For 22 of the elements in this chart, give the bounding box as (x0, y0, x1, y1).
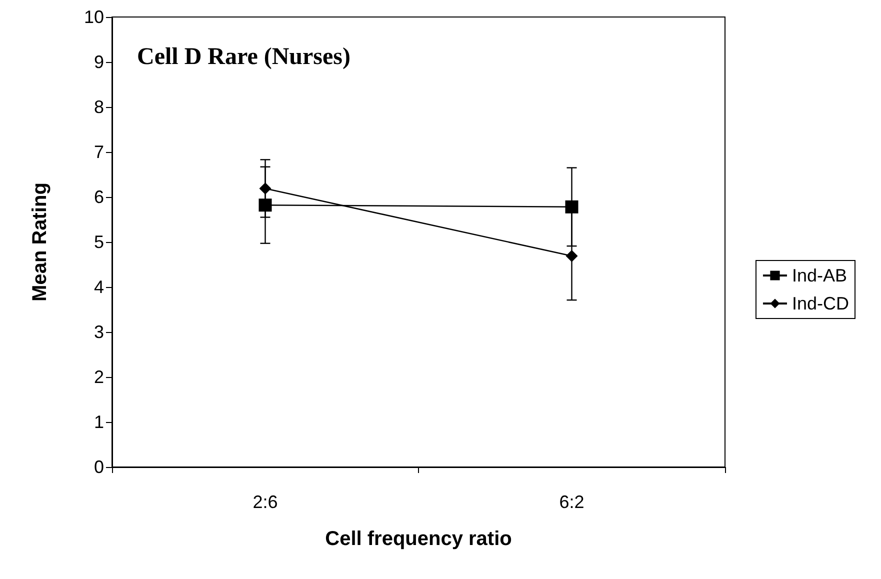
y-tick-label: 7 (94, 142, 104, 162)
text: Cell D Rare (Nurses) (137, 44, 351, 70)
x-axis-title: Cell frequency ratio (325, 528, 512, 550)
x-tick-label: 2:6 (252, 492, 278, 512)
x-tick-label: 6:2 (559, 492, 584, 512)
point (258, 198, 272, 212)
y-tick-label: 8 (94, 97, 104, 117)
y-tick-label: 3 (94, 322, 104, 342)
y-tick-label: 4 (94, 277, 104, 297)
y-tick-label: 6 (94, 187, 104, 207)
y-tick-label: 10 (84, 7, 104, 27)
y-tick-label: 0 (94, 457, 104, 477)
y-tick-label: 1 (94, 412, 104, 432)
y-tick-label: 2 (94, 367, 104, 387)
legend-label: Ind-CD (792, 294, 849, 314)
y-tick-label: 5 (94, 232, 104, 252)
legend-label: Ind-AB (792, 266, 848, 286)
y-tick-label: 9 (94, 52, 104, 72)
point (566, 250, 578, 262)
y-axis-title: Mean Rating (29, 182, 51, 302)
point (565, 200, 578, 214)
point (259, 182, 272, 194)
